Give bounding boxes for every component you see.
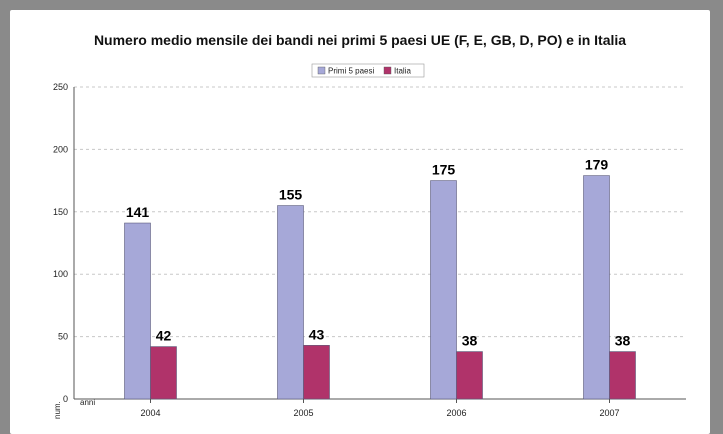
data-label: 141 bbox=[126, 204, 150, 220]
legend-label: Primi 5 paesi bbox=[328, 67, 374, 76]
legend-swatch bbox=[317, 66, 326, 75]
y-tick-label: 0 bbox=[63, 394, 68, 404]
x-tick-label: 2006 bbox=[446, 408, 466, 418]
data-label: 38 bbox=[462, 333, 478, 349]
legend-label: Italia bbox=[394, 67, 411, 76]
y-tick-label: 100 bbox=[53, 269, 68, 279]
bar bbox=[456, 351, 483, 400]
chart-frame: Numero medio mensile dei bandi nei primi… bbox=[10, 10, 710, 434]
x-axis-label: anni bbox=[80, 398, 95, 407]
x-tick-label: 2004 bbox=[140, 408, 160, 418]
bar bbox=[303, 345, 330, 400]
bar-chart: 0 50 100 150 200 250 141 42 2004 155 43 2005 175 38 20… bbox=[53, 63, 686, 419]
y-tick-label: 150 bbox=[53, 207, 68, 217]
data-label: 175 bbox=[432, 162, 456, 178]
y-axis-label: num. bbox=[53, 401, 62, 419]
data-label: 155 bbox=[279, 187, 303, 203]
data-label: 38 bbox=[615, 333, 631, 349]
bar bbox=[609, 351, 636, 400]
bar bbox=[277, 205, 304, 400]
bar bbox=[124, 222, 151, 400]
legend-box bbox=[311, 63, 425, 78]
y-tick-label: 50 bbox=[58, 332, 68, 342]
x-tick-label: 2007 bbox=[599, 408, 619, 418]
bar bbox=[583, 175, 610, 400]
y-tick-label: 250 bbox=[53, 82, 68, 92]
legend-swatch bbox=[383, 66, 392, 75]
x-tick-label: 2005 bbox=[293, 408, 313, 418]
chart-title: Numero medio mensile dei bandi nei primi… bbox=[93, 32, 627, 48]
bar bbox=[430, 180, 457, 400]
bar bbox=[150, 346, 177, 400]
data-label: 42 bbox=[156, 328, 172, 344]
data-label: 43 bbox=[309, 326, 325, 342]
data-label: 179 bbox=[585, 157, 609, 173]
y-tick-label: 200 bbox=[53, 144, 68, 154]
